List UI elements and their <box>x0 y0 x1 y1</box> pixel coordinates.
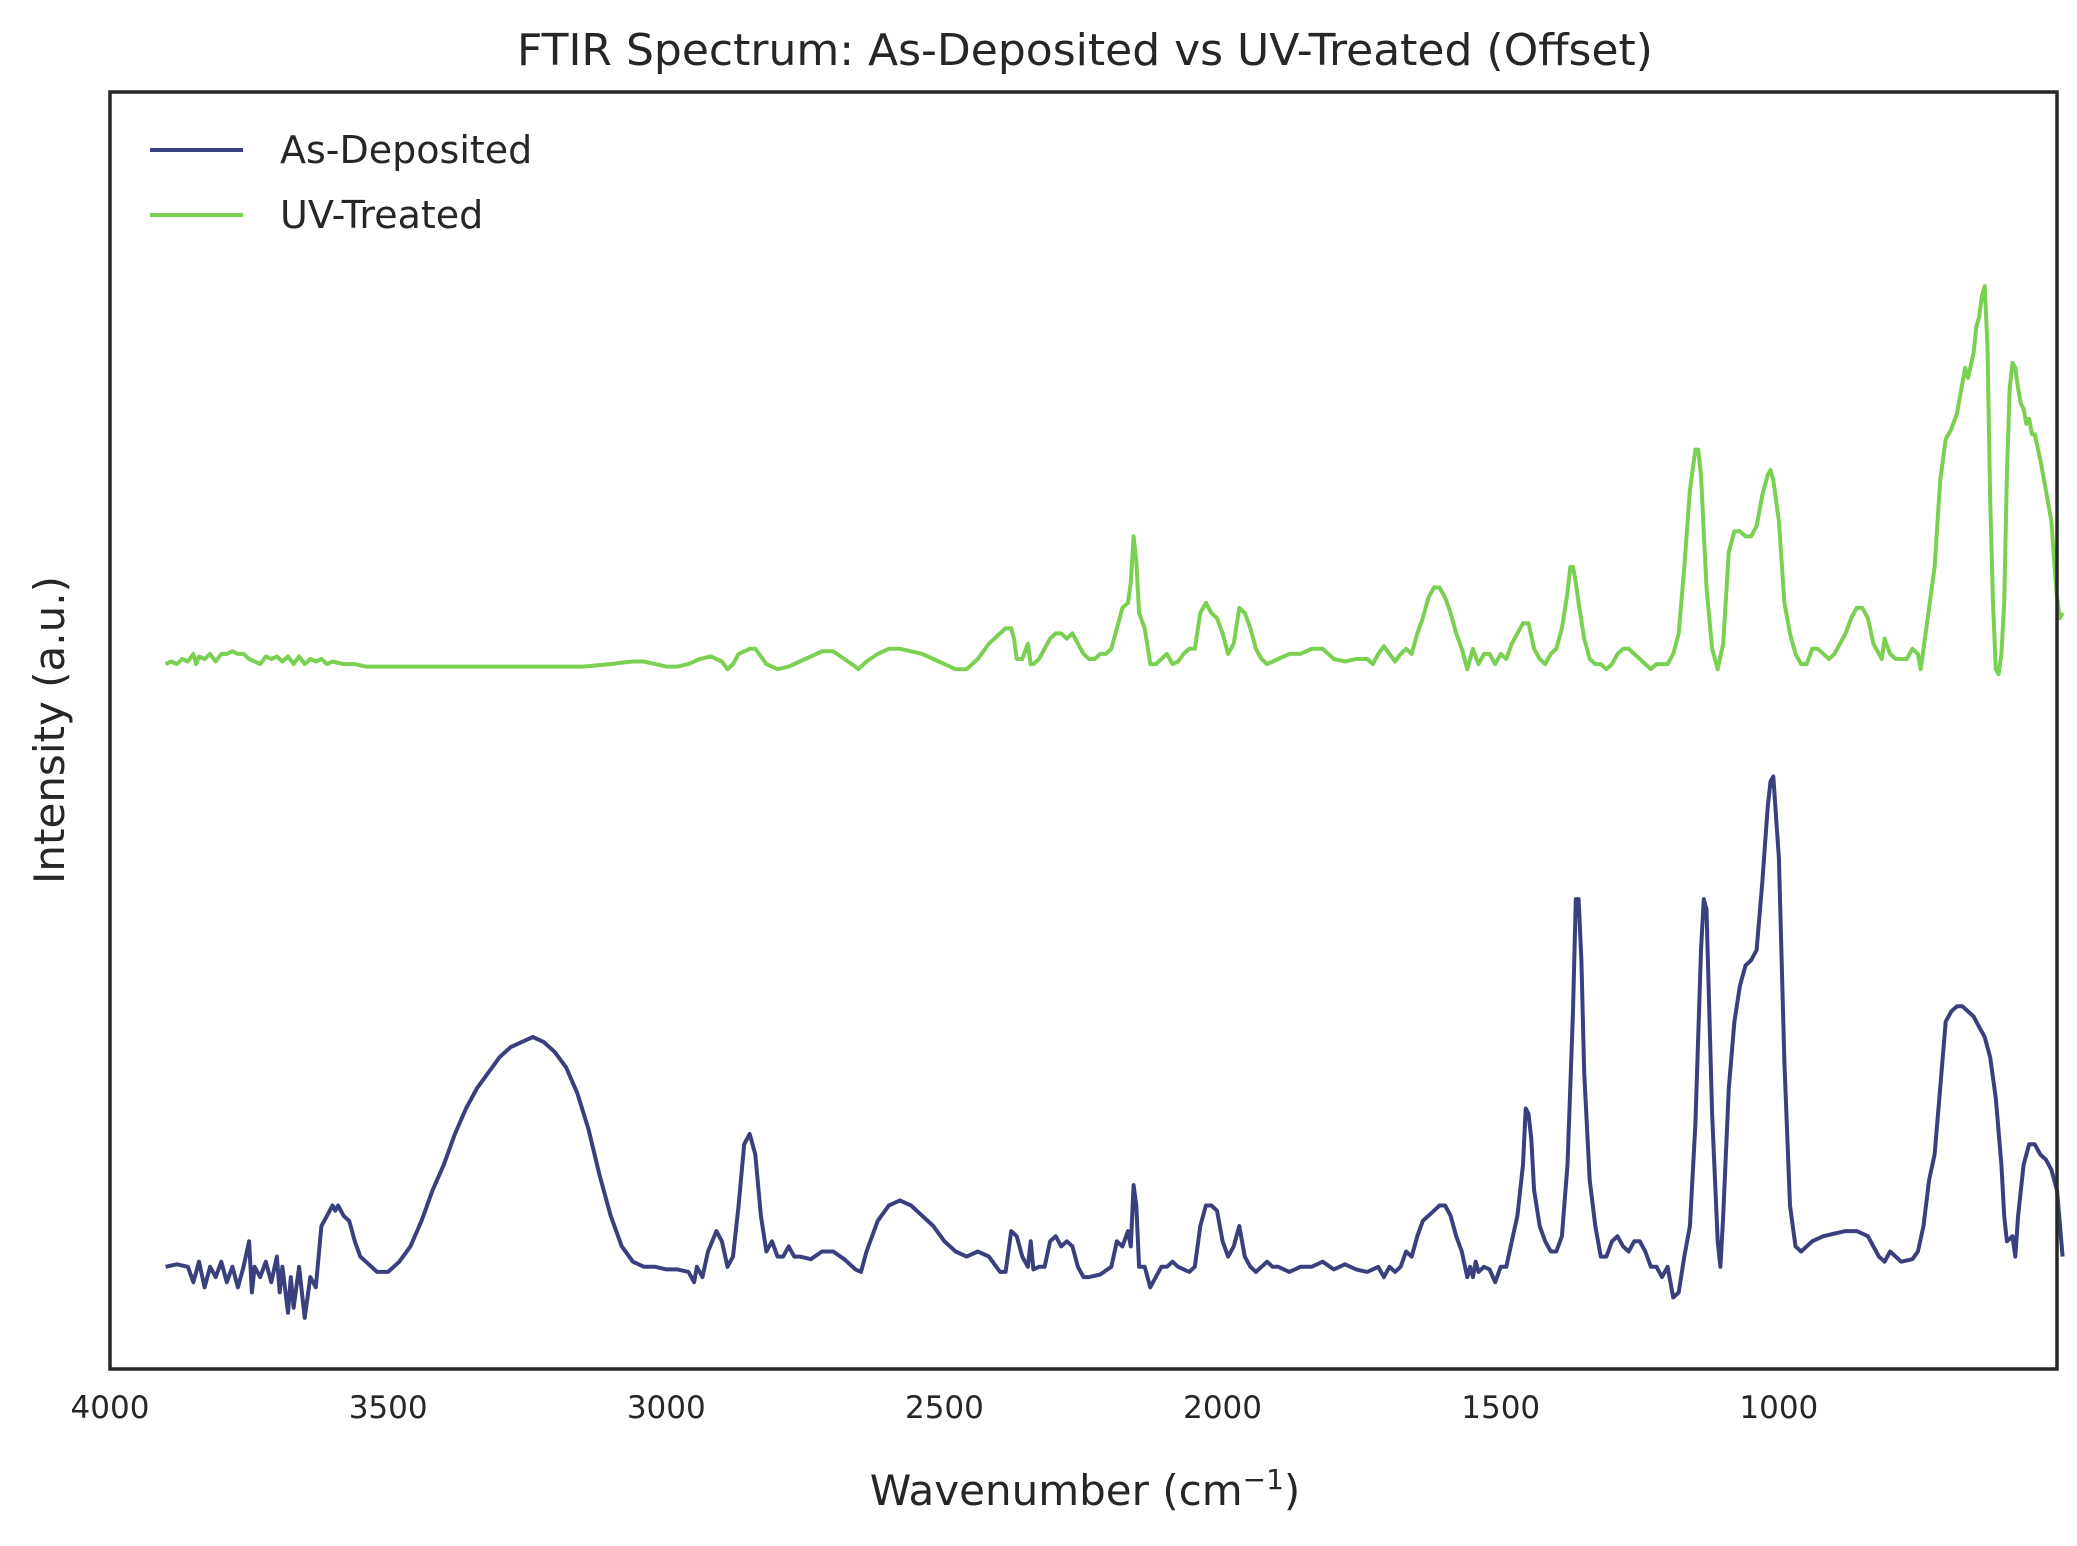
x-axis-label: Wavenumber (cm−1) <box>870 1463 1301 1515</box>
x-tick-label-3000: 3000 <box>627 1390 706 1426</box>
series-line-uv-treated <box>164 284 2065 677</box>
x-tick-label-3500: 3500 <box>349 1390 428 1426</box>
legend: As-Deposited UV-Treated <box>150 128 532 237</box>
legend-label-uv-treated: UV-Treated <box>280 193 483 237</box>
x-tick-label-4000: 4000 <box>71 1390 150 1426</box>
x-axis-label-close: ) <box>1284 1466 1300 1515</box>
y-axis-label: Intensity (a.u.) <box>25 576 74 884</box>
plot-frame <box>108 90 2059 1371</box>
x-tick-label-2000: 2000 <box>1183 1390 1262 1426</box>
legend-label-as-deposited: As-Deposited <box>280 128 532 172</box>
series-group <box>164 284 2065 1320</box>
series-line-as-deposited <box>165 774 2065 1320</box>
x-tick-label-1500: 1500 <box>1461 1390 1540 1426</box>
x-axis-label-superscript: −1 <box>1243 1463 1284 1496</box>
x-tick-label-2500: 2500 <box>905 1390 984 1426</box>
plot-area <box>110 92 2057 1369</box>
x-axis-ticks: 4000 3500 3000 2500 2000 1500 1000 <box>71 1390 1819 1426</box>
x-tick-label-1000: 1000 <box>1739 1390 1818 1426</box>
x-axis-label-text: Wavenumber (cm <box>870 1466 1243 1515</box>
chart-title: FTIR Spectrum: As-Deposited vs UV-Treate… <box>517 25 1653 76</box>
